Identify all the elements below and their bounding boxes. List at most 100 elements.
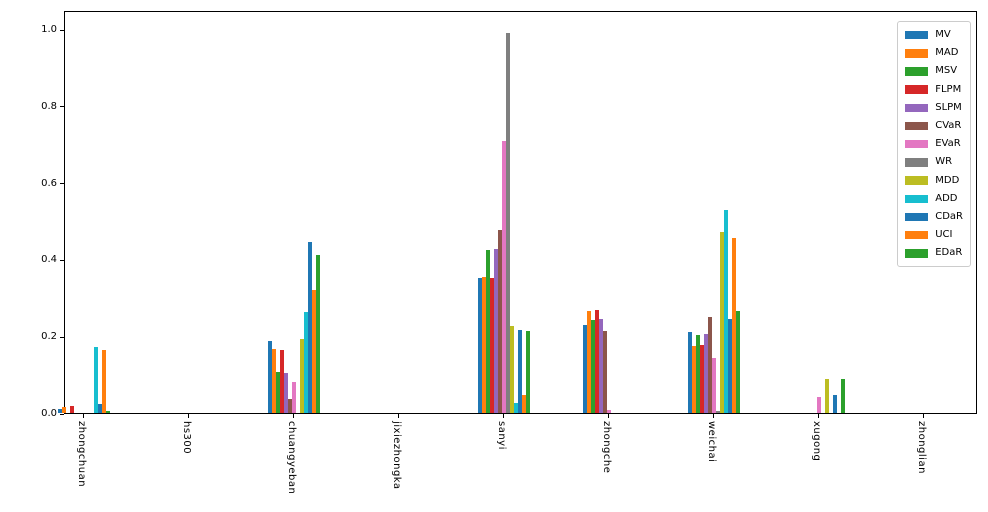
x-tick-mark bbox=[187, 414, 189, 418]
legend-swatch-icon bbox=[905, 249, 929, 258]
legend-swatch-icon bbox=[905, 176, 929, 185]
bar-uci-sanyi bbox=[522, 394, 526, 413]
bar-slpm-weichai bbox=[704, 334, 708, 413]
bar-flpm-zhongche bbox=[595, 310, 599, 413]
y-tick-label: 0.8 bbox=[41, 100, 57, 112]
bar-cdar-chuangyeban bbox=[308, 242, 312, 413]
x-tick-label-hs300: hs300 bbox=[181, 421, 192, 455]
bar-cdar-sanyi bbox=[518, 330, 522, 413]
bar-wr-weichai bbox=[716, 410, 720, 413]
x-tick-label-xugong: xugong bbox=[811, 421, 822, 462]
legend-item-mv: MV bbox=[905, 26, 963, 44]
x-tick-label-jixiezhongka: jixiezhongka bbox=[391, 421, 402, 490]
bar-flpm-sanyi bbox=[490, 277, 494, 413]
bar-mad-weichai bbox=[692, 345, 696, 413]
y-tick-mark bbox=[60, 29, 64, 31]
legend-label: SLPM bbox=[935, 101, 962, 113]
x-tick-mark bbox=[502, 414, 504, 418]
x-tick-label-weichai: weichai bbox=[706, 421, 717, 463]
bar-flpm-zhongchuan bbox=[70, 406, 74, 413]
legend-label: MAD bbox=[935, 47, 959, 59]
bar-wr-sanyi bbox=[506, 33, 510, 413]
legend-swatch-icon bbox=[905, 158, 929, 167]
legend-label: EVaR bbox=[935, 138, 961, 150]
bar-edar-weichai bbox=[736, 311, 740, 413]
bar-mv-chuangyeban bbox=[268, 341, 272, 413]
legend-swatch-icon bbox=[905, 103, 929, 113]
x-tick-mark bbox=[82, 414, 84, 418]
y-tick-label: 1.0 bbox=[41, 24, 57, 36]
bar-cvar-sanyi bbox=[498, 230, 502, 413]
x-tick-mark bbox=[397, 414, 399, 418]
bar-evar-sanyi bbox=[502, 140, 506, 413]
y-tick-mark bbox=[60, 413, 64, 415]
legend-swatch-icon bbox=[905, 121, 929, 131]
legend-label: MSV bbox=[935, 65, 958, 77]
bar-mdd-xugong bbox=[825, 379, 829, 413]
bar-mv-zhongche bbox=[583, 325, 587, 413]
bar-edar-zhongchuan bbox=[106, 411, 110, 413]
bar-mv-sanyi bbox=[478, 277, 482, 413]
bar-evar-chuangyeban bbox=[292, 381, 296, 413]
legend-label: MV bbox=[935, 29, 951, 41]
bar-uci-weichai bbox=[732, 238, 736, 413]
bar-cvar-zhongche bbox=[603, 330, 607, 413]
legend-swatch-icon bbox=[905, 85, 929, 94]
x-tick-mark bbox=[712, 414, 714, 418]
bar-add-sanyi bbox=[514, 403, 518, 413]
y-tick-mark bbox=[60, 106, 64, 108]
x-tick-mark bbox=[292, 414, 294, 418]
bar-cvar-chuangyeban bbox=[288, 399, 292, 413]
legend-item-mdd: MDD bbox=[905, 172, 963, 190]
legend-label: CDaR bbox=[935, 210, 963, 222]
legend-label: UCI bbox=[935, 229, 953, 241]
x-tick-label-zhongche: zhongche bbox=[601, 421, 612, 474]
bar-slpm-zhongche bbox=[599, 318, 603, 413]
bar-cdar-xugong bbox=[833, 394, 837, 413]
bar-flpm-weichai bbox=[700, 344, 704, 413]
plot-area: MV MAD MSV FLPM SLPM CVaR EVaR WR MDD ADD CDaR UCI E… bbox=[58, 11, 977, 414]
legend-swatch-icon bbox=[905, 212, 929, 222]
y-tick-label: 0.2 bbox=[41, 331, 57, 343]
y-tick-label: 0.0 bbox=[41, 408, 57, 419]
legend-item-slpm: SLPM bbox=[905, 99, 963, 117]
legend: MV MAD MSV FLPM SLPM CVaR EVaR WR MDD ADD CDaR UCI E… bbox=[897, 21, 971, 268]
legend-swatch-icon bbox=[905, 30, 929, 40]
bar-edar-xugong bbox=[841, 379, 845, 413]
bar-add-zhongchuan bbox=[94, 347, 98, 413]
y-tick-mark bbox=[60, 183, 64, 185]
legend-label: CVaR bbox=[935, 120, 962, 132]
legend-item-wr: WR bbox=[905, 153, 963, 171]
legend-swatch-icon bbox=[905, 67, 929, 76]
legend-item-edar: EDaR bbox=[905, 244, 963, 262]
y-tick-mark bbox=[60, 336, 64, 338]
y-tick-mark bbox=[60, 259, 64, 261]
bar-mad-sanyi bbox=[482, 277, 486, 413]
legend-label: EDaR bbox=[935, 247, 963, 259]
legend-swatch-icon bbox=[905, 194, 929, 204]
x-tick-mark bbox=[607, 414, 609, 418]
bar-mad-zhongche bbox=[587, 311, 591, 413]
bar-mdd-chuangyeban bbox=[300, 339, 304, 413]
bar-cdar-zhongchuan bbox=[98, 404, 102, 413]
x-tick-mark bbox=[817, 414, 819, 418]
bar-flpm-chuangyeban bbox=[280, 350, 284, 413]
bar-evar-zhongche bbox=[607, 409, 611, 413]
bar-msv-weichai bbox=[696, 335, 700, 413]
y-tick-label: 0.6 bbox=[41, 177, 57, 189]
bar-edar-chuangyeban bbox=[316, 254, 320, 413]
bar-cdar-weichai bbox=[728, 318, 732, 413]
legend-swatch-icon bbox=[905, 139, 929, 149]
bar-mv-zhongchuan bbox=[58, 409, 62, 413]
legend-item-cvar: CVaR bbox=[905, 117, 963, 135]
legend-label: FLPM bbox=[935, 83, 962, 95]
x-tick-mark bbox=[922, 414, 924, 418]
bar-uci-zhongchuan bbox=[102, 350, 106, 413]
legend-item-cdar: CDaR bbox=[905, 208, 963, 226]
legend-item-msv: MSV bbox=[905, 62, 963, 80]
x-tick-label-zhongchuan: zhongchuan bbox=[76, 421, 87, 488]
bar-edar-sanyi bbox=[526, 330, 530, 413]
bar-uci-chuangyeban bbox=[312, 290, 316, 413]
legend-label: MDD bbox=[935, 174, 960, 186]
